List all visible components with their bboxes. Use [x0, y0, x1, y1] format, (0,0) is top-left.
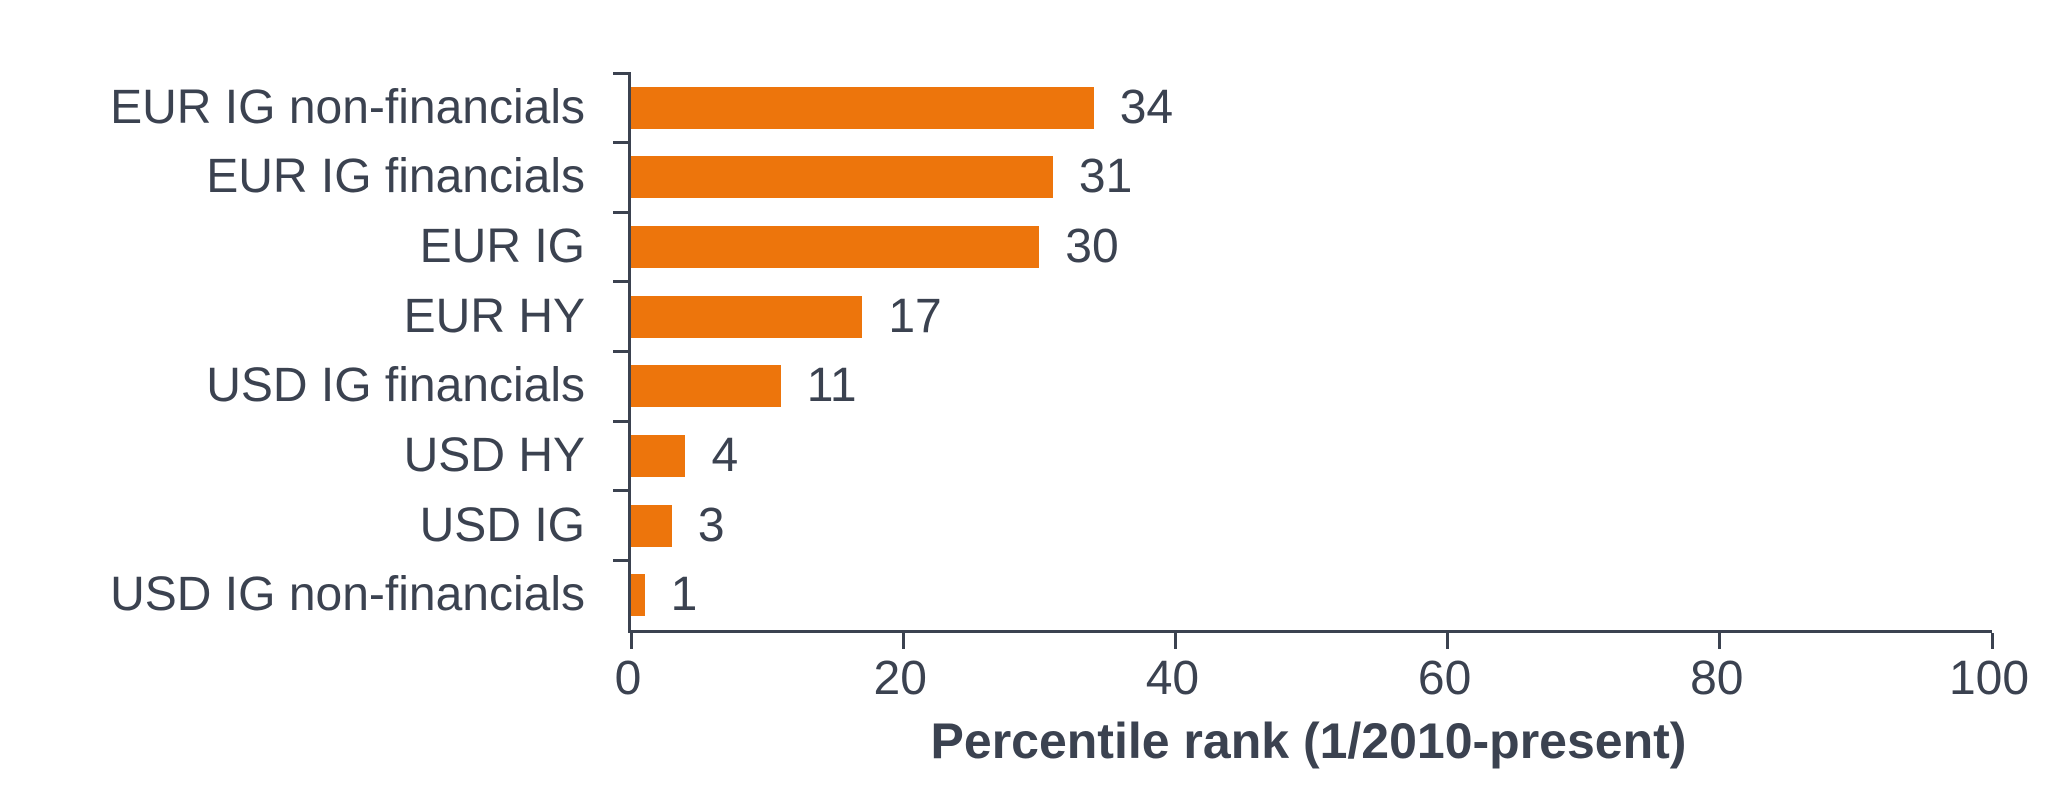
x-axis-tick-label: 100 [1948, 652, 2030, 705]
x-axis-tick-labels: 0 20 40 60 80 100 [615, 652, 2029, 711]
x-axis-tick [629, 633, 633, 649]
bar-value-label: 30 [1065, 220, 1119, 274]
category-label: EUR HY [403, 289, 585, 343]
x-axis-tick [901, 633, 905, 649]
bar [631, 86, 1094, 129]
bar [631, 434, 686, 477]
plot-area: 34 31 30 17 11 4 3 1 [613, 71, 1994, 649]
x-axis-tick-label: 20 [873, 652, 927, 705]
x-axis-tick-label: 60 [1417, 652, 1472, 705]
category-label: EUR IG financials [206, 150, 585, 204]
bar-row: 34 [631, 73, 1992, 143]
category-label: EUR IG [419, 220, 585, 274]
bar-row: 1 [631, 560, 1992, 630]
bar-row: 3 [631, 491, 1992, 561]
y-axis-tick [613, 71, 631, 75]
bar-row: 31 [631, 143, 1992, 213]
x-axis-tick [1173, 633, 1177, 649]
x-axis-title: Percentile rank (1/2010-present) [930, 713, 1687, 769]
y-axis-tick [613, 489, 631, 493]
y-axis-tick [613, 210, 631, 214]
bars-container: 34 31 30 17 11 4 3 1 [631, 73, 1992, 630]
y-axis-tick [613, 419, 631, 423]
category-axis: EUR IG non-financials EUR IG financials EU… [0, 73, 585, 630]
category-label: USD IG non-financials [110, 568, 585, 622]
bar-value-label: 34 [1119, 80, 1174, 134]
bar-value-label: 3 [697, 498, 725, 552]
bar [631, 574, 645, 617]
category-label: USD IG financials [206, 359, 585, 413]
x-axis-tick-label: 80 [1690, 652, 1744, 705]
x-axis-tick-label: 40 [1145, 652, 1200, 705]
y-axis-tick [613, 141, 631, 145]
x-axis-tick [1718, 633, 1722, 649]
bar-value-label: 11 [806, 359, 857, 413]
bar [631, 295, 863, 338]
category-label: USD HY [403, 428, 585, 482]
bar-value-label: 17 [888, 289, 942, 343]
bar-row: 4 [631, 421, 1992, 491]
y-axis-tick [613, 558, 631, 562]
bar [631, 226, 1040, 269]
bar-row: 11 [631, 352, 1992, 422]
category-label: USD IG [419, 498, 585, 552]
bar-value-label: 31 [1078, 150, 1133, 204]
bar-value-label: 4 [711, 428, 739, 482]
bar-row: 17 [631, 282, 1992, 352]
bar [631, 504, 672, 547]
x-axis-tick [1990, 633, 1994, 649]
y-axis-tick [613, 350, 631, 353]
y-axis-tick [613, 280, 631, 284]
bar [631, 156, 1053, 199]
bar [631, 365, 781, 408]
x-axis-tick [1446, 633, 1450, 649]
bar-value-label: 1 [670, 568, 698, 622]
bar-row: 30 [631, 212, 1992, 282]
x-axis-tick-label: 0 [614, 652, 642, 705]
category-label: EUR IG non-financials [110, 80, 585, 134]
